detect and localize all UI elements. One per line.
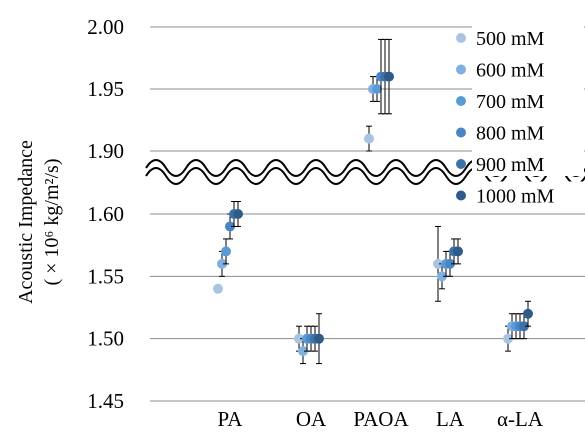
legend-label-bg xyxy=(472,24,584,50)
x-tick-label: PA xyxy=(218,407,244,431)
legend-label-bg xyxy=(472,118,584,145)
data-point xyxy=(453,246,463,257)
y-tick-label: 2.00 xyxy=(87,15,124,39)
data-point xyxy=(221,246,231,257)
data-point xyxy=(225,221,235,232)
legend-marker xyxy=(456,159,466,169)
legend-label: 1000 mM xyxy=(476,186,555,208)
data-point xyxy=(523,308,533,319)
y-tick-label: 1.60 xyxy=(87,202,124,226)
data-point xyxy=(364,133,374,144)
y-axis-label: Acoustic Impedance xyxy=(15,140,37,304)
legend-marker xyxy=(456,33,466,43)
data-point xyxy=(437,271,447,282)
data-point xyxy=(384,71,394,82)
legend-label-bg xyxy=(472,87,584,113)
y-tick-label: 1.45 xyxy=(87,389,124,413)
data-point xyxy=(503,333,513,344)
data-point xyxy=(372,84,382,94)
x-tick-label: OA xyxy=(296,407,327,431)
x-tick-label: α-LA xyxy=(497,407,544,431)
data-point xyxy=(217,258,227,269)
legend-label: 800 mM xyxy=(476,123,545,145)
grid-layer xyxy=(150,26,585,402)
data-point xyxy=(314,333,324,344)
data-point xyxy=(233,209,243,219)
legend-label: 500 mM xyxy=(476,28,545,50)
data-point xyxy=(445,258,455,269)
legend: 500 mM 600 mM 700 mM 800 mM 900 mM 1000 mM xyxy=(456,24,584,208)
x-tick-label: LA xyxy=(436,407,465,431)
legend-label: 600 mM xyxy=(476,60,545,82)
y-tick-label: 1.55 xyxy=(87,264,124,288)
y-tick-label: 1.50 xyxy=(87,327,124,351)
data-point xyxy=(294,333,304,344)
legend-label-bg xyxy=(472,181,584,208)
legend-label: 900 mM xyxy=(476,154,545,176)
legend-label-bg xyxy=(472,150,584,176)
data-point xyxy=(298,346,308,357)
data-points xyxy=(213,38,533,365)
y-tick-label: 1.90 xyxy=(87,139,124,163)
legend-marker xyxy=(456,127,466,138)
data-point xyxy=(433,258,443,269)
legend-marker xyxy=(456,96,466,106)
y-axis-unit-label: ( × 10⁶ kg/m²/s) xyxy=(41,158,63,285)
legend-marker xyxy=(456,64,466,75)
y-tick-label: 1.95 xyxy=(87,77,124,101)
x-tick-label: PAOA xyxy=(353,407,409,431)
data-point xyxy=(213,283,223,294)
data-point xyxy=(519,321,529,332)
legend-label-bg xyxy=(472,55,584,82)
legend-marker xyxy=(456,190,466,201)
legend-label: 700 mM xyxy=(476,91,545,113)
